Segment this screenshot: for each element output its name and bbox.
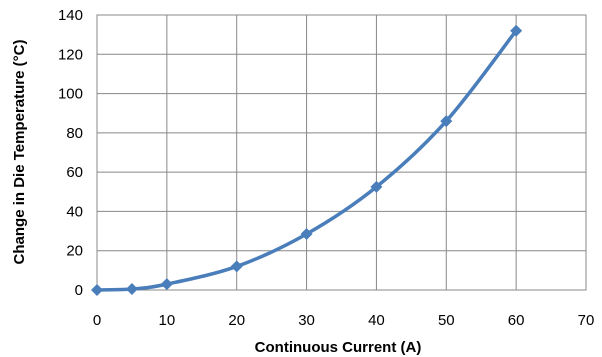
data-point-marker (91, 284, 103, 296)
y-tick-label: 120 (58, 46, 83, 63)
y-tick-label: 20 (66, 243, 83, 260)
y-tick-label: 140 (58, 7, 83, 24)
x-tick-label: 70 (578, 312, 595, 329)
data-point-marker (440, 115, 453, 128)
y-tick-label: 0 (75, 282, 83, 299)
data-point-marker (370, 180, 383, 193)
data-point-marker (160, 278, 173, 291)
x-tick-label: 20 (228, 312, 245, 329)
data-point-marker (125, 283, 138, 296)
x-axis-title: Continuous Current (A) (255, 339, 422, 356)
x-tick-label: 30 (298, 312, 315, 329)
y-tick-label: 60 (66, 164, 83, 181)
x-tick-label: 0 (93, 312, 101, 329)
y-tick-label: 100 (58, 86, 83, 103)
x-tick-label: 40 (368, 312, 385, 329)
data-point-marker (510, 24, 523, 37)
data-point-marker (230, 260, 243, 273)
y-axis-ticks: 0 20 40 60 80 100 120 140 (58, 7, 83, 299)
y-tick-label: 80 (66, 125, 83, 142)
gridlines (96, 14, 587, 291)
series-layer (91, 24, 523, 296)
data-point-marker (300, 228, 313, 241)
plot-area (96, 14, 587, 291)
x-axis-ticks: 0 10 20 30 40 50 60 70 (93, 312, 595, 329)
y-axis-title: Change in Die Temperature (°C) (11, 40, 28, 265)
x-tick-label: 50 (438, 312, 455, 329)
x-tick-label: 60 (508, 312, 525, 329)
x-tick-label: 10 (159, 312, 176, 329)
y-tick-label: 40 (66, 203, 83, 220)
